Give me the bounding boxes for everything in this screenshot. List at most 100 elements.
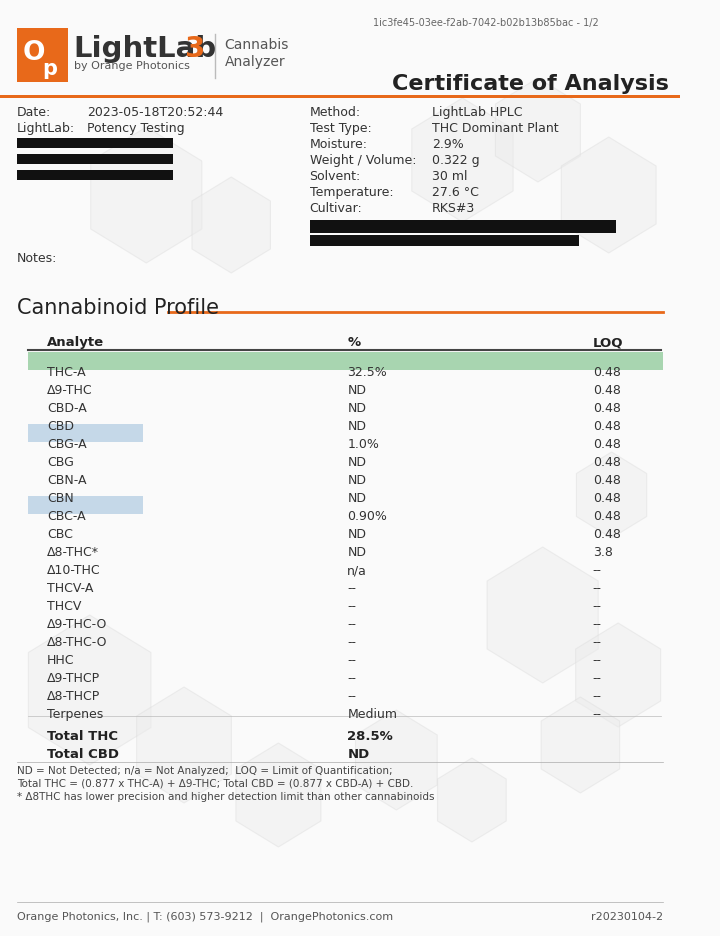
Polygon shape xyxy=(236,743,321,847)
Text: ND: ND xyxy=(347,492,366,505)
Text: LightLab:: LightLab: xyxy=(17,122,75,135)
Text: 3.8: 3.8 xyxy=(593,546,613,559)
Text: Δ9-THC: Δ9-THC xyxy=(48,384,93,397)
Text: Cannabinoid Profile: Cannabinoid Profile xyxy=(17,298,219,318)
Text: 0.48: 0.48 xyxy=(593,420,621,433)
Text: Terpenes: Terpenes xyxy=(48,708,104,721)
Text: Medium: Medium xyxy=(347,708,397,721)
Text: THCV: THCV xyxy=(48,600,81,613)
Text: ND: ND xyxy=(347,420,366,433)
FancyBboxPatch shape xyxy=(17,170,173,180)
Polygon shape xyxy=(412,98,513,222)
Text: ND: ND xyxy=(347,456,366,469)
FancyBboxPatch shape xyxy=(17,28,68,82)
Text: CBG: CBG xyxy=(48,456,74,469)
Text: --: -- xyxy=(593,600,602,613)
Text: 0.48: 0.48 xyxy=(593,384,621,397)
Text: ND: ND xyxy=(347,384,366,397)
Text: ND: ND xyxy=(347,748,369,761)
Text: Solvent:: Solvent: xyxy=(310,170,361,183)
Text: --: -- xyxy=(347,582,356,595)
FancyBboxPatch shape xyxy=(17,138,173,148)
Text: --: -- xyxy=(347,690,356,703)
Text: --: -- xyxy=(347,618,356,631)
Text: 0.48: 0.48 xyxy=(593,366,621,379)
Text: 0.48: 0.48 xyxy=(593,402,621,415)
Text: CBC-A: CBC-A xyxy=(48,510,86,523)
Text: Temperature:: Temperature: xyxy=(310,186,393,199)
Text: CBN-A: CBN-A xyxy=(48,474,86,487)
Text: Δ9-THC-O: Δ9-THC-O xyxy=(48,618,107,631)
Text: HHC: HHC xyxy=(48,654,75,667)
Text: * Δ8THC has lower precision and higher detection limit than other cannabinoids: * Δ8THC has lower precision and higher d… xyxy=(17,792,434,802)
Text: Total THC = (0.877 x THC-A) + Δ9-THC; Total CBD = (0.877 x CBD-A) + CBD.: Total THC = (0.877 x THC-A) + Δ9-THC; To… xyxy=(17,779,413,789)
Text: THC-A: THC-A xyxy=(48,366,86,379)
FancyBboxPatch shape xyxy=(28,424,143,442)
FancyBboxPatch shape xyxy=(28,496,143,514)
Text: Analyte: Analyte xyxy=(48,336,104,349)
Text: --: -- xyxy=(347,672,356,685)
Text: Date:: Date: xyxy=(17,106,51,119)
Polygon shape xyxy=(28,615,151,765)
Text: Orange Photonics, Inc. | T: (603) 573-9212  |  OrangePhotonics.com: Orange Photonics, Inc. | T: (603) 573-92… xyxy=(17,912,393,923)
Text: --: -- xyxy=(593,654,602,667)
Text: Cultivar:: Cultivar: xyxy=(310,202,362,215)
Text: --: -- xyxy=(593,672,602,685)
Text: --: -- xyxy=(593,582,602,595)
Text: --: -- xyxy=(593,618,602,631)
Polygon shape xyxy=(192,177,271,273)
Polygon shape xyxy=(438,758,506,842)
Text: 0.48: 0.48 xyxy=(593,438,621,451)
Text: 32.5%: 32.5% xyxy=(347,366,387,379)
Text: Potency Testing: Potency Testing xyxy=(87,122,184,135)
Text: --: -- xyxy=(593,690,602,703)
FancyBboxPatch shape xyxy=(0,95,680,98)
Text: Notes:: Notes: xyxy=(17,252,58,265)
Text: 1.0%: 1.0% xyxy=(347,438,379,451)
Text: Δ10-THC: Δ10-THC xyxy=(48,564,101,577)
Polygon shape xyxy=(562,137,656,253)
Text: 0.48: 0.48 xyxy=(593,528,621,541)
Text: LightLab: LightLab xyxy=(73,35,217,63)
Text: 2.9%: 2.9% xyxy=(432,138,464,151)
Text: --: -- xyxy=(593,564,602,577)
Polygon shape xyxy=(356,710,437,810)
Text: ND: ND xyxy=(347,402,366,415)
Text: LightLab HPLC: LightLab HPLC xyxy=(432,106,523,119)
FancyBboxPatch shape xyxy=(310,220,616,233)
Text: 3: 3 xyxy=(185,35,205,63)
Polygon shape xyxy=(576,623,661,727)
Text: 0.48: 0.48 xyxy=(593,474,621,487)
Text: Δ8-THCP: Δ8-THCP xyxy=(48,690,100,703)
Text: p: p xyxy=(42,59,58,79)
Text: 28.5%: 28.5% xyxy=(347,730,393,743)
Text: Test Type:: Test Type: xyxy=(310,122,372,135)
Text: 30 ml: 30 ml xyxy=(432,170,468,183)
Text: --: -- xyxy=(593,708,602,721)
Text: ND: ND xyxy=(347,528,366,541)
Text: 27.6 °C: 27.6 °C xyxy=(432,186,479,199)
Text: CBD-A: CBD-A xyxy=(48,402,87,415)
FancyBboxPatch shape xyxy=(310,235,578,246)
Text: Cannabis: Cannabis xyxy=(225,38,289,52)
Text: Weight / Volume:: Weight / Volume: xyxy=(310,154,416,167)
Polygon shape xyxy=(577,452,647,538)
Polygon shape xyxy=(137,687,231,803)
Text: by Orange Photonics: by Orange Photonics xyxy=(73,61,189,71)
Text: CBG-A: CBG-A xyxy=(48,438,87,451)
Text: Δ9-THCP: Δ9-THCP xyxy=(48,672,100,685)
Text: 0.322 g: 0.322 g xyxy=(432,154,480,167)
Text: --: -- xyxy=(347,600,356,613)
Text: Method:: Method: xyxy=(310,106,361,119)
Text: O: O xyxy=(22,40,45,66)
Text: %: % xyxy=(347,336,361,349)
Text: ND = Not Detected; n/a = Not Analyzed;  LOQ = Limit of Quantification;: ND = Not Detected; n/a = Not Analyzed; L… xyxy=(17,766,392,776)
Text: CBN: CBN xyxy=(48,492,74,505)
Polygon shape xyxy=(91,127,202,263)
Text: LOQ: LOQ xyxy=(593,336,624,349)
Polygon shape xyxy=(487,547,598,683)
Text: THC Dominant Plant: THC Dominant Plant xyxy=(432,122,559,135)
Text: --: -- xyxy=(347,636,356,649)
Text: 0.48: 0.48 xyxy=(593,456,621,469)
Text: ND: ND xyxy=(347,474,366,487)
